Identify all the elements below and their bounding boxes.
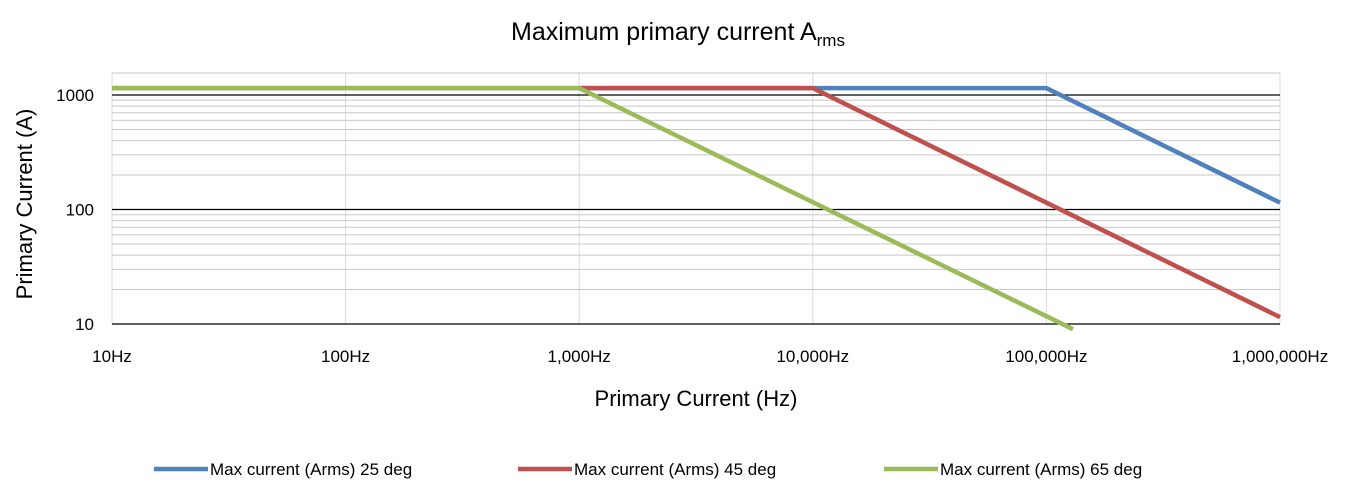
x-tick-label: 10Hz (92, 347, 132, 366)
x-axis-title: Primary Current (Hz) (595, 386, 798, 411)
x-tick-labels: 10Hz 100Hz 1,000Hz 10,000Hz 100,000Hz 1,000,0… (92, 347, 1328, 366)
y-axis-title: Primary Current (A) (12, 109, 37, 300)
legend: Max current (Arms) 25 deg Max current (Ar… (154, 460, 1142, 479)
legend-label-0: Max current (Arms) 25 deg (210, 460, 412, 479)
chart-title-subscript: rms (817, 31, 845, 50)
grid (111, 72, 1281, 325)
y-tick-label: 10 (75, 315, 94, 334)
y-tick-labels: 10 100 1000 (56, 86, 94, 334)
chart-title-main: Maximum primary current A (511, 18, 817, 46)
y-tick-label: 1000 (56, 86, 94, 105)
series-line-2 (112, 85, 1074, 332)
x-tick-label: 100Hz (321, 347, 370, 366)
series-line-1 (579, 85, 1281, 320)
series-lines (112, 85, 1281, 332)
x-tick-label: 100,000Hz (1005, 347, 1087, 366)
x-tick-label: 1,000,000Hz (1232, 347, 1328, 366)
x-tick-label: 1,000Hz (548, 347, 611, 366)
legend-label-1: Max current (Arms) 45 deg (574, 460, 776, 479)
chart-title: Maximum primary current Arms (511, 18, 845, 50)
legend-label-2: Max current (Arms) 65 deg (940, 460, 1142, 479)
y-tick-label: 100 (66, 201, 94, 220)
x-tick-label: 10,000Hz (776, 347, 849, 366)
